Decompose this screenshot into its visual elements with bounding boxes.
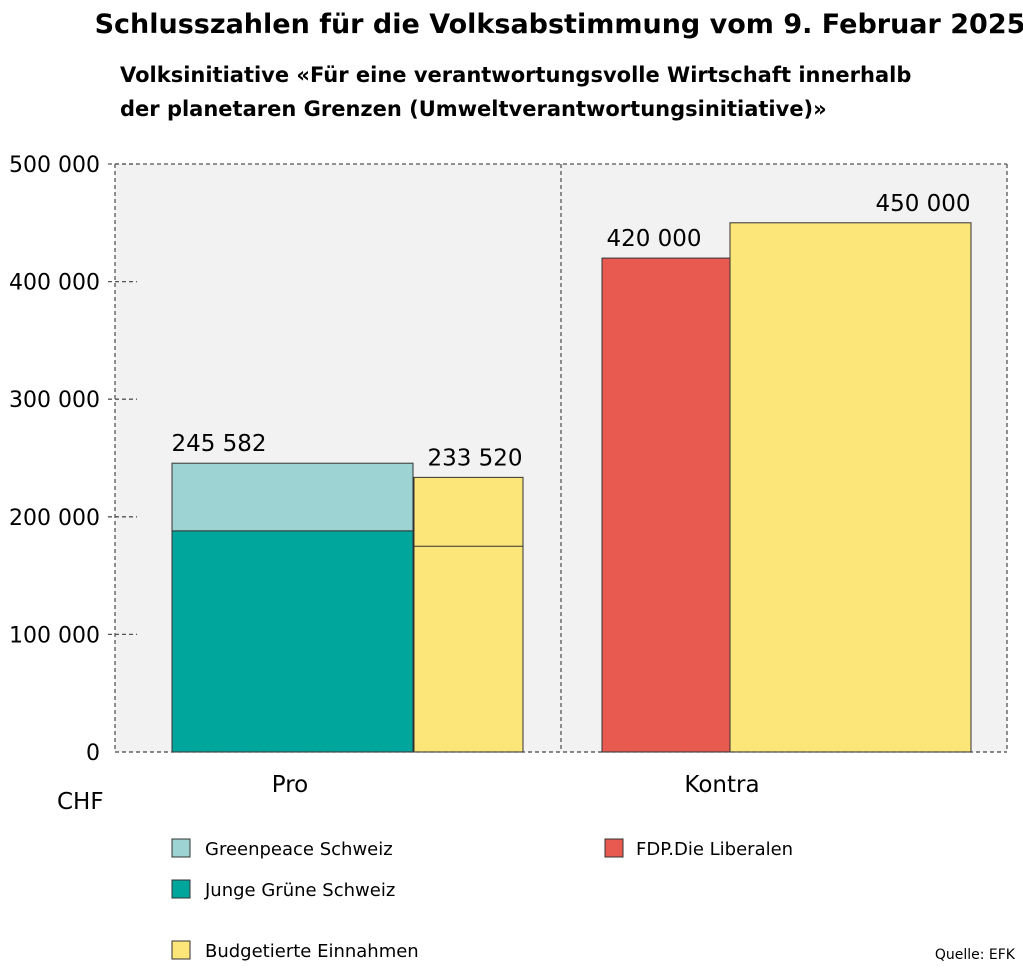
source-note: Quelle: EFK — [935, 947, 1016, 963]
y-tick-label: 0 — [86, 741, 100, 766]
bar-budgetierte-einnahmen-kontra — [729, 222, 972, 753]
value-label-kontra-budget: 450 000 — [875, 191, 970, 217]
y-tick-label: 100 000 — [9, 623, 100, 648]
legend-label-budget: Budgetierte Einnahmen — [205, 941, 419, 962]
value-label-pro-budget: 233 520 — [427, 445, 522, 471]
legend-swatch-greenpeace — [171, 838, 191, 858]
chart-subtitle-line-2: der planetaren Grenzen (Umweltverantwort… — [120, 97, 827, 121]
legend-label-junge-gruene: Junge Grüne Schweiz — [204, 880, 395, 901]
value-labels: 245 582 233 520 420 000 450 000 — [171, 191, 970, 472]
y-tick-label: 200 000 — [9, 506, 100, 531]
y-tick-label: 400 000 — [9, 271, 100, 296]
unit-label: CHF — [57, 789, 104, 815]
y-axis: 0 100 000 200 000 300 000 400 000 500 000 — [9, 153, 137, 766]
legend-label-greenpeace: Greenpeace Schweiz — [205, 839, 393, 860]
legend-swatch-budget — [171, 940, 191, 960]
y-tick-label: 300 000 — [9, 388, 100, 413]
value-label-pro-total: 245 582 — [171, 431, 266, 457]
legend-label-fdp: FDP.Die Liberalen — [636, 839, 793, 860]
legend-swatch-fdp — [604, 838, 624, 858]
chart-subtitle-line-1: Volksinitiative «Für eine verantwortungs… — [120, 63, 911, 87]
y-tick-label: 500 000 — [9, 153, 100, 178]
bar-junge-gruene-schweiz — [171, 530, 414, 753]
value-label-kontra-fdp: 420 000 — [606, 226, 701, 252]
category-label-kontra: Kontra — [684, 772, 759, 798]
legend-swatch-junge-gruene — [171, 879, 191, 899]
legend: Greenpeace Schweiz Junge Grüne Schweiz B… — [171, 838, 793, 962]
category-label-pro: Pro — [272, 772, 309, 798]
bar-greenpeace-schweiz — [171, 462, 414, 532]
bars — [171, 222, 972, 753]
chart-title: Schlusszahlen für die Volksabstimmung vo… — [95, 9, 1023, 40]
bar-budgetierte-einnahmen-pro — [413, 476, 524, 753]
